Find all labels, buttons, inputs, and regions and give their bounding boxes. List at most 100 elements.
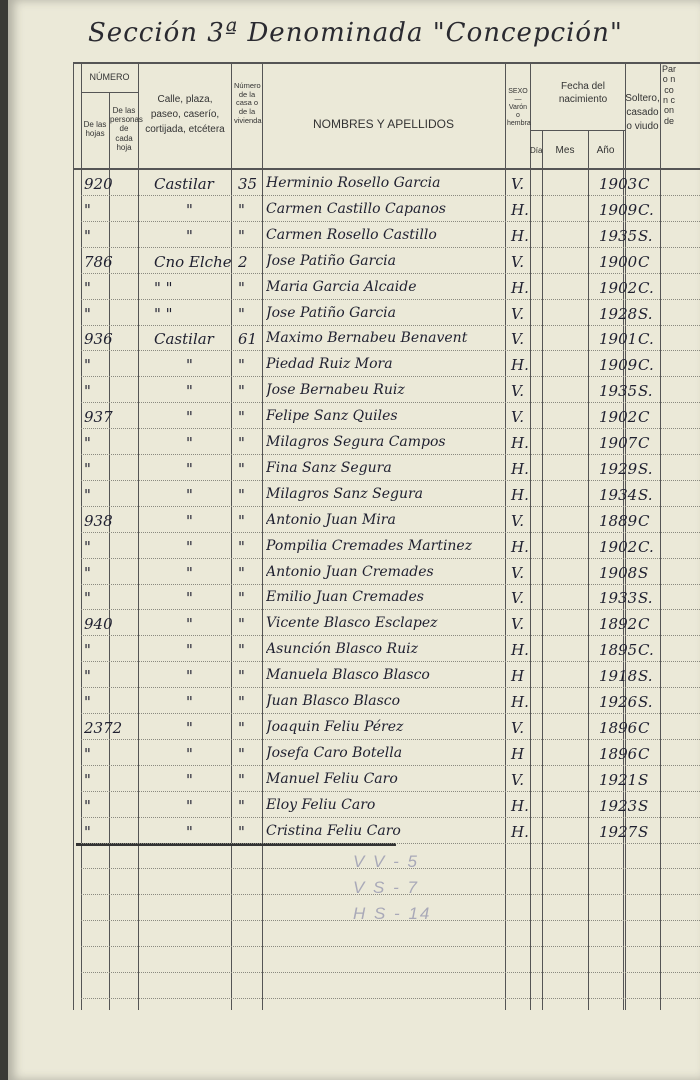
ruled-line (81, 687, 700, 689)
cell-sexo: V. (511, 175, 524, 193)
cell-calle: " (186, 718, 193, 737)
cell-casa: " (238, 408, 245, 427)
header-bottom-line (73, 168, 700, 170)
cell-calle: " " (154, 304, 173, 323)
cell-estado: C. (638, 330, 654, 349)
cell-calle: " (186, 408, 193, 427)
ruled-line (81, 195, 700, 196)
cell-nombre: Manuel Feliu Caro (266, 770, 398, 787)
cell-hoja: 936 (84, 330, 113, 349)
cell-sexo: V. (511, 718, 524, 737)
cell-anio: 1918 (599, 667, 638, 686)
section-title: Sección 3ª Denominada "Concepción" (88, 18, 623, 48)
cell-anio: 1907 (599, 434, 638, 452)
ruled-line (81, 479, 700, 481)
cell-estado: C (638, 615, 650, 634)
pencil-note: H S - 14 (353, 904, 432, 923)
cell-sexo: H. (511, 693, 529, 711)
cell-casa: " (238, 356, 245, 375)
cell-sexo: H. (511, 434, 529, 452)
header-calle: Calle, plaza, paseo, caserío, cortijada,… (145, 94, 225, 135)
cell-anio: 1903 (599, 175, 638, 193)
cell-hoja: " (84, 382, 91, 401)
cell-sexo: H. (511, 822, 529, 841)
cell-calle: " (186, 822, 193, 841)
cell-sexo: H. (511, 641, 529, 660)
ruled-line (81, 298, 700, 300)
cell-calle: " (186, 770, 193, 789)
cell-anio: 1889 (599, 511, 638, 530)
cell-calle: " (186, 537, 193, 556)
column-line (109, 92, 110, 1010)
ruled-line (81, 661, 700, 663)
cell-casa: " (238, 589, 245, 608)
ruled-line (81, 324, 700, 326)
cell-estado: S (638, 796, 649, 815)
cell-anio: 1933 (599, 589, 638, 608)
cell-sexo: V. (511, 408, 524, 427)
header-de-las-hojas: De las hojas (83, 120, 107, 139)
ruled-line (81, 764, 700, 766)
cell-hoja: 937 (84, 408, 113, 427)
ruled-line (81, 790, 700, 792)
cell-estado: C (638, 175, 650, 193)
cell-hoja: " (84, 693, 91, 711)
cell-nombre: Vicente Blasco Esclapez (266, 615, 438, 632)
cell-calle: " (186, 641, 193, 660)
cell-anio: 1928 (599, 304, 638, 323)
ruled-line (81, 946, 700, 948)
cell-nombre: Josefa Caro Botella (266, 744, 403, 761)
cell-anio: 1935 (599, 382, 638, 401)
cell-nombre: Asunción Blasco Ruiz (266, 641, 418, 658)
pencil-note: V S - 7 (353, 878, 419, 897)
cell-calle: " (186, 589, 193, 608)
cell-hoja: 940 (84, 615, 113, 634)
cell-anio: 1935 (599, 226, 638, 245)
cell-casa: 61 (238, 330, 258, 349)
cell-sexo: V. (511, 770, 524, 789)
cell-hoja: " (84, 537, 91, 556)
column-line (530, 62, 531, 1010)
cell-calle: " (186, 382, 193, 401)
cell-sexo: H. (511, 278, 529, 297)
cell-estado: S (638, 822, 649, 841)
cell-casa: " (238, 796, 245, 815)
ruled-line (81, 350, 700, 352)
cell-hoja: " (84, 641, 91, 660)
cell-hoja: " (84, 304, 91, 323)
cell-nombre: Carmen Castillo Capanos (266, 200, 446, 217)
cell-nombre: Eloy Feliu Caro (266, 796, 376, 813)
cell-casa: " (238, 822, 245, 841)
cell-anio: 1926 (599, 693, 638, 711)
header-numero-casa: Número de la casa o de la vivienda (234, 81, 262, 125)
cell-estado: C (638, 718, 650, 737)
cell-anio: 1921 (599, 770, 638, 789)
cell-hoja: " (84, 822, 91, 841)
ruled-line (81, 738, 700, 740)
column-line (625, 62, 626, 1010)
cell-estado: S. (638, 382, 653, 401)
cell-calle: " (186, 511, 193, 530)
cell-sexo: V. (511, 589, 524, 608)
cell-casa: " (238, 511, 245, 530)
header-nombres: NOMBRES Y APELLIDOS (313, 117, 454, 131)
ruled-line (81, 583, 700, 585)
column-line (138, 62, 139, 1010)
cell-anio: 1908 (599, 563, 638, 582)
cell-estado: S. (638, 693, 653, 711)
cell-calle: " (186, 693, 193, 711)
cell-nombre: Milagros Segura Campos (266, 434, 446, 450)
cell-calle: " (186, 356, 193, 375)
cell-nombre: Manuela Blasco Blasco (266, 667, 430, 684)
cell-nombre: Piedad Ruiz Mora (266, 356, 393, 373)
cell-hoja: " (84, 667, 91, 686)
ruled-line (81, 272, 700, 274)
cell-anio: 1902 (599, 278, 638, 297)
cell-nombre: Pompilia Cremades Martinez (266, 537, 473, 554)
pencil-note: V V - 5 (353, 852, 419, 871)
cell-sexo: H. (511, 485, 529, 504)
header-fecha: Fecha del nacimiento (558, 81, 608, 105)
cell-casa: " (238, 304, 245, 323)
cell-hoja: 2372 (84, 718, 123, 737)
cell-hoja: " (84, 563, 91, 582)
